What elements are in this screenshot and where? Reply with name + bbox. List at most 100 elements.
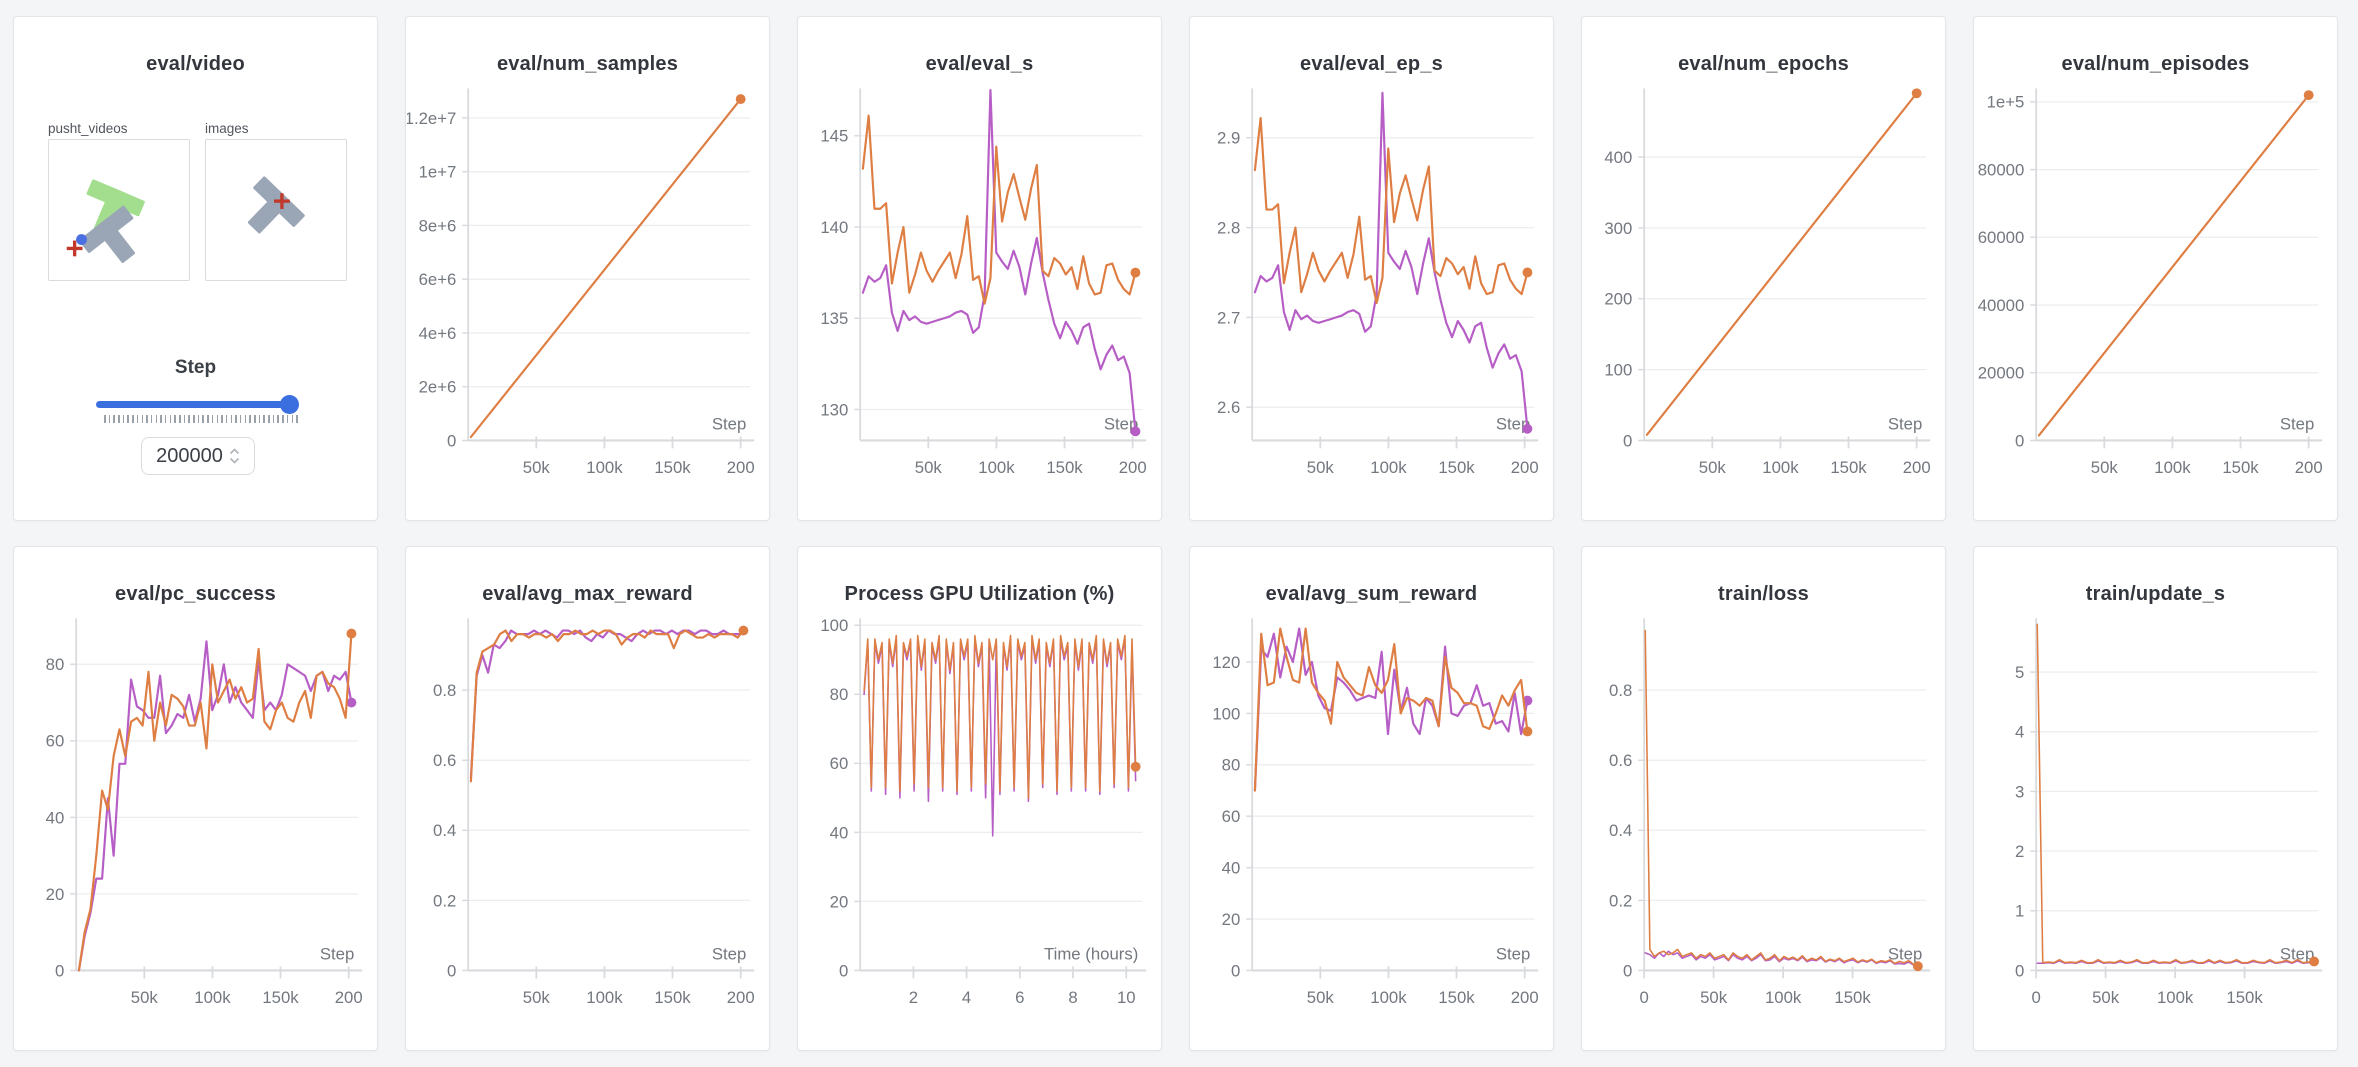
- step-slider-track[interactable]: [96, 401, 298, 408]
- series-end-dot-orange: [1130, 761, 1141, 772]
- x-axis-label: Step: [1104, 415, 1138, 434]
- series-line-purple: [1253, 91, 1529, 430]
- x-tick-label: 200: [1511, 458, 1539, 477]
- t-block-shape: [247, 176, 305, 234]
- media-key-label: pusht_videos: [48, 121, 128, 136]
- chart-eval-num-episodes[interactable]: 0 20000 40000 60000 80000 1e+5 50k 100k 150k 200 S…: [1975, 80, 2336, 505]
- series-line-orange: [863, 634, 1137, 799]
- chart-eval-eval-s[interactable]: 130 135 140 145 50k 100k 150k 200 Step: [799, 80, 1160, 505]
- y-tick-label: 0: [447, 431, 456, 450]
- x-tick-label: 200: [335, 988, 363, 1007]
- chart-train-loss[interactable]: 0 0.2 0.4 0.6 0.8 0 50k 100k 150k Step: [1583, 610, 1944, 1035]
- x-tick-label: 50k: [915, 458, 943, 477]
- y-tick-label: 8e+6: [419, 216, 457, 235]
- y-tick-label: 0: [1231, 961, 1240, 980]
- y-tick-label: 1e+5: [1987, 93, 2025, 112]
- x-axis-label: Step: [320, 945, 354, 964]
- x-tick-label: 150k: [1830, 458, 1867, 477]
- media-key-label: images: [205, 121, 249, 136]
- chart-eval-pc-success[interactable]: 0 20 40 60 80 50k 100k 150k 200 Step: [15, 610, 376, 1035]
- x-tick-label: 50k: [523, 458, 551, 477]
- x-axis-label: Step: [1888, 945, 1922, 964]
- x-tick-label: 2: [909, 988, 918, 1007]
- panel-card-train-update-s: train/update_s 0 1 2 3 4 5 0 50k 100k 150k Step: [1973, 546, 2338, 1051]
- series-end-dot-orange: [2309, 956, 2320, 967]
- x-tick-label: 8: [1068, 988, 1077, 1007]
- series-end-dot-orange: [738, 625, 749, 636]
- x-tick-label: 50k: [523, 988, 551, 1007]
- x-axis-label: Time (hours): [1044, 945, 1138, 964]
- panel-card-eval-num-samples: eval/num_samples 0 2e+6 4e+6 6e+6 8e+6 1e+7 1.2…: [405, 16, 770, 521]
- series-line-orange: [1253, 627, 1529, 792]
- x-tick-label: 50k: [1699, 458, 1727, 477]
- series-line-orange: [2036, 623, 2315, 964]
- y-tick-label: 0.6: [1609, 751, 1632, 770]
- chart-train-update-s[interactable]: 0 1 2 3 4 5 0 50k 100k 150k Step: [1975, 610, 2336, 1035]
- x-tick-label: 100k: [1370, 458, 1407, 477]
- step-slider-label: Step: [174, 357, 217, 378]
- chart-eval-avg-sum-reward[interactable]: 0 20 40 60 80 100 120 50k 100k 150k 200 Step: [1191, 610, 1552, 1035]
- y-tick-label: 60: [1222, 807, 1241, 826]
- image-thumbnail[interactable]: [205, 139, 347, 281]
- y-tick-label: 1e+7: [419, 163, 457, 182]
- y-tick-label: 3: [2015, 782, 2024, 801]
- series-end-dot-purple: [1522, 423, 1533, 434]
- chart-eval-avg-max-reward[interactable]: 0 0.2 0.4 0.6 0.8 50k 100k 150k 200 Step: [407, 610, 768, 1035]
- panel-card-eval-avg-max-reward: eval/avg_max_reward 0 0.2 0.4 0.6 0.8 50k 100k 1…: [405, 546, 770, 1051]
- series-end-dot-orange: [1522, 267, 1533, 278]
- y-tick-label: 2: [2015, 842, 2024, 861]
- panel-title: eval/eval_ep_s: [1300, 53, 1443, 75]
- series-line-purple: [863, 638, 1137, 837]
- x-tick-label: 150k: [1046, 458, 1083, 477]
- x-tick-label: 100k: [586, 458, 623, 477]
- y-tick-label: 0.4: [433, 821, 456, 840]
- y-tick-label: 60: [46, 732, 65, 751]
- series-end-dot-orange: [1911, 88, 1922, 99]
- y-tick-label: 0.8: [1609, 681, 1632, 700]
- y-tick-label: 0.8: [433, 681, 456, 700]
- x-tick-label: 100k: [978, 458, 1015, 477]
- x-tick-label: 100k: [1762, 458, 1799, 477]
- x-tick-label: 50k: [1307, 988, 1335, 1007]
- y-tick-label: 0: [2015, 431, 2024, 450]
- panel-title: train/update_s: [2085, 583, 2226, 605]
- x-tick-label: 100k: [1370, 988, 1407, 1007]
- y-tick-label: 2.8: [1217, 219, 1240, 238]
- x-tick-label: 150k: [654, 988, 691, 1007]
- chart-eval-num-epochs[interactable]: 0 100 200 300 400 50k 100k 150k 200 Step: [1583, 80, 1944, 505]
- chart-process-gpu-utilization[interactable]: 0 20 40 60 80 100 2 4 6 8 10 Time (hours): [799, 610, 1160, 1035]
- y-tick-label: 145: [820, 127, 848, 146]
- series-line-orange: [469, 97, 742, 439]
- stepper-arrows-icon[interactable]: [229, 448, 240, 464]
- y-tick-label: 0.2: [433, 891, 456, 910]
- series-end-dot-orange: [1912, 961, 1923, 972]
- step-slider-handle[interactable]: [280, 395, 299, 414]
- panel-title: eval/eval_s: [925, 53, 1034, 75]
- video-thumbnail-pusht[interactable]: [48, 139, 190, 281]
- y-tick-label: 40: [46, 808, 65, 827]
- series-line-purple: [861, 89, 1137, 433]
- x-tick-label: 100k: [586, 988, 623, 1007]
- step-input[interactable]: 200000: [141, 437, 255, 475]
- series-line-orange: [1644, 629, 1919, 967]
- panel-card-eval-num-episodes: eval/num_episodes 0 20000 40000 60000 80000 1e…: [1973, 16, 2338, 521]
- series-end-dot-purple: [346, 697, 357, 708]
- series-line-orange: [77, 632, 353, 972]
- x-tick-label: 100k: [194, 988, 231, 1007]
- x-tick-label: 50k: [131, 988, 159, 1007]
- chart-eval-eval-ep-s[interactable]: 2.6 2.7 2.8 2.9 50k 100k 150k 200 Step: [1191, 80, 1552, 505]
- panel-card-eval-avg-sum-reward: eval/avg_sum_reward 0 20 40 60 80 100 120 50k 100…: [1189, 546, 1554, 1051]
- x-axis-label: Step: [712, 945, 746, 964]
- x-tick-label: 100k: [2154, 458, 2191, 477]
- series-end-dot-purple: [1130, 426, 1141, 437]
- panel-card-eval-eval-ep-s: eval/eval_ep_s 2.6 2.7 2.8 2.9 50k 100k 150k 200…: [1189, 16, 1554, 521]
- series-line-orange: [2037, 94, 2310, 437]
- y-tick-label: 6e+6: [419, 270, 457, 289]
- x-axis-label: Step: [712, 415, 746, 434]
- chart-eval-num-samples[interactable]: 0 2e+6 4e+6 6e+6 8e+6 1e+7 1.2e+7 50k 100k 150k 20…: [407, 80, 768, 505]
- x-axis-label: Step: [2280, 945, 2314, 964]
- x-tick-label: 10: [1117, 988, 1136, 1007]
- y-tick-label: 100: [1212, 704, 1240, 723]
- y-tick-label: 0.2: [1609, 891, 1632, 910]
- y-tick-label: 80000: [1978, 161, 2025, 180]
